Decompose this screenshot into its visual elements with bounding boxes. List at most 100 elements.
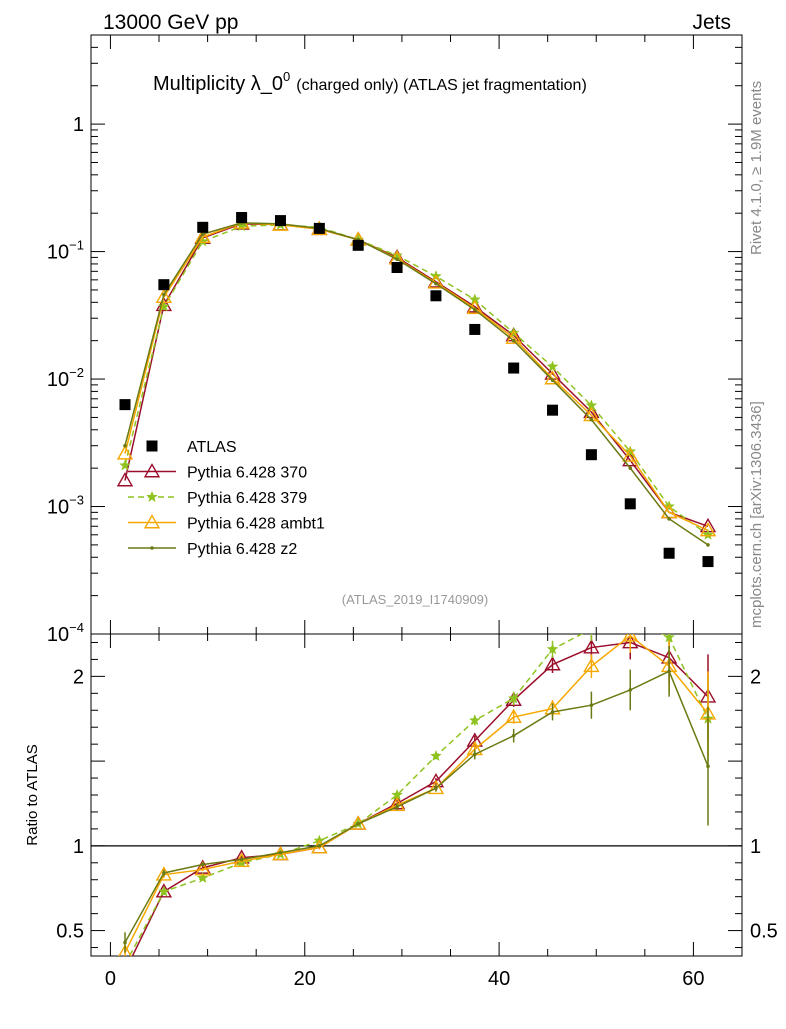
ratio-tick-label-right: 2 xyxy=(750,666,761,688)
legend-label-series-0: Pythia 6.428 370 xyxy=(187,465,307,482)
ratio-point-series-2 xyxy=(118,944,132,956)
y-tick-label: 10−2 xyxy=(47,365,84,391)
ratio-tick-label-left: 0.5 xyxy=(56,921,84,943)
main-point-series-3 xyxy=(395,257,399,262)
ratio-tick-label-right: 0.5 xyxy=(750,921,778,943)
ratio-plot-frame xyxy=(90,633,743,957)
main-point-series-2 xyxy=(622,447,639,462)
main-series xyxy=(116,212,717,568)
main-point-series-0 xyxy=(116,472,134,487)
y-tick-label: 10−3 xyxy=(47,493,84,519)
ratio-point-series-3 xyxy=(667,669,671,674)
x-tick-label: 60 xyxy=(682,968,704,990)
data-point-atlas xyxy=(391,262,403,274)
main-point-series-1 xyxy=(702,528,714,540)
data-point-atlas xyxy=(469,323,481,335)
legend-marker-series-0 xyxy=(143,463,161,478)
main-line-series-1 xyxy=(124,224,709,536)
x-tick-label: 20 xyxy=(294,968,316,990)
main-point-series-1 xyxy=(546,360,559,372)
ratio-point-series-2 xyxy=(194,861,211,876)
data-point-atlas xyxy=(236,212,248,224)
ratio-point-series-3 xyxy=(317,844,322,848)
main-line-series-3 xyxy=(124,222,709,546)
main-point-series-1 xyxy=(507,326,520,338)
ratio-point-series-1 xyxy=(586,623,596,633)
ratio-point-series-3 xyxy=(472,752,477,757)
ratio-point-series-1 xyxy=(663,634,676,643)
ratio-point-series-3 xyxy=(628,688,633,692)
ratio-point-series-3 xyxy=(434,786,438,791)
legend: ATLAS Pythia 6.428 370 Pythia 6.428 379 Pyt… xyxy=(128,439,325,558)
ratio-series xyxy=(91,612,742,976)
data-point-atlas xyxy=(663,547,675,559)
side-label-mcplots: mcplots.cern.ch [arXiv:1306.3436] xyxy=(748,401,765,628)
main-point-series-3 xyxy=(434,281,438,286)
main-point-series-2 xyxy=(155,288,173,303)
main-point-series-3 xyxy=(511,338,516,343)
ratio-point-series-0 xyxy=(505,691,522,707)
data-point-atlas xyxy=(508,362,520,374)
main-point-series-1 xyxy=(157,300,170,312)
ratio-point-series-1 xyxy=(625,612,635,622)
data-point-atlas xyxy=(313,222,325,234)
main-point-series-1 xyxy=(119,459,131,471)
main-point-series-2 xyxy=(116,445,134,460)
ratio-point-series-2 xyxy=(155,866,173,881)
main-point-series-3 xyxy=(162,292,166,297)
data-point-atlas xyxy=(702,556,714,568)
header-right: Jets xyxy=(692,11,731,34)
data-point-atlas xyxy=(274,215,286,227)
ratio-point-series-3 xyxy=(239,857,244,862)
main-point-series-3 xyxy=(628,466,633,470)
data-point-atlas xyxy=(430,290,442,302)
ratio-point-series-0 xyxy=(583,639,600,654)
x-tick-label: 0 xyxy=(105,968,116,990)
ratio-tick-label-left: 2 xyxy=(73,666,84,688)
main-point-series-3 xyxy=(472,307,477,312)
chart-title: Multiplicity λ_00(charged only) (ATLAS j… xyxy=(153,69,587,95)
header-left: 13000 GeV pp xyxy=(103,11,238,34)
axis-ticks: 0 20 40 60 1 10−1 10−2 10−3 10−4 0.5 0.5 1 1 2 2 xyxy=(47,34,778,990)
main-point-series-3 xyxy=(550,378,555,382)
main-point-series-3 xyxy=(706,543,710,547)
ratio-point-series-3 xyxy=(356,822,361,826)
data-point-atlas xyxy=(158,279,170,291)
ratio-point-series-3 xyxy=(200,862,205,867)
data-point-atlas xyxy=(119,399,131,411)
ratio-point-series-3 xyxy=(589,703,594,707)
legend-label-series-3: Pythia 6.428 z2 xyxy=(187,541,297,558)
ratio-point-series-0 xyxy=(118,964,132,976)
ratio-point-series-2 xyxy=(427,779,445,795)
ratio-line-series-1 xyxy=(128,634,709,956)
legend-label-series-1: Pythia 6.428 379 xyxy=(187,490,307,507)
ratio-point-series-3 xyxy=(162,871,166,875)
ratio-point-series-3 xyxy=(123,940,127,945)
x-tick-label: 40 xyxy=(488,968,510,990)
main-point-series-1 xyxy=(624,445,637,457)
ratio-point-series-1 xyxy=(120,959,130,969)
ratio-point-series-3 xyxy=(706,764,710,768)
main-point-series-3 xyxy=(589,417,594,422)
ratio-point-series-2 xyxy=(583,657,600,673)
ratio-point-series-1 xyxy=(430,749,442,762)
main-point-series-3 xyxy=(123,443,127,448)
data-point-atlas xyxy=(197,221,209,233)
legend-marker-series-3 xyxy=(150,546,154,550)
legend-marker-series-1 xyxy=(146,490,158,503)
data-point-atlas xyxy=(352,239,364,251)
ratio-tick-label-right: 1 xyxy=(750,836,761,858)
data-point-atlas xyxy=(547,404,559,416)
ratio-line-series-2 xyxy=(124,634,709,953)
data-point-atlas xyxy=(624,498,636,510)
ratio-point-series-2 xyxy=(388,796,406,812)
ratio-point-series-1 xyxy=(157,885,170,897)
ratio-line-series-0 xyxy=(131,641,709,956)
legend-label-atlas: ATLAS xyxy=(187,439,237,456)
legend-marker-series-2 xyxy=(143,514,161,529)
legend-label-series-2: Pythia 6.428 ambt1 xyxy=(187,516,325,533)
ratio-line-series-3 xyxy=(124,670,709,943)
main-point-series-3 xyxy=(200,232,205,236)
ratio-point-series-3 xyxy=(395,805,399,809)
